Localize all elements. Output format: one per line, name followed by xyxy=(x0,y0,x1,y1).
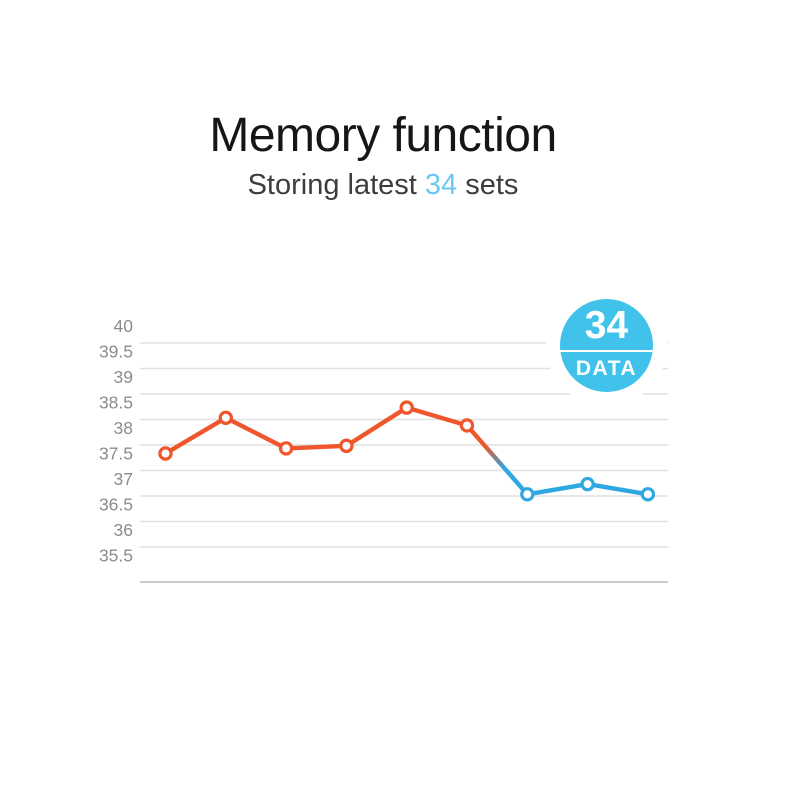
subtitle-prefix: Storing latest xyxy=(247,169,425,201)
data-point-marker xyxy=(459,418,475,433)
subtitle-suffix: sets xyxy=(457,169,519,201)
data-point-marker xyxy=(158,446,173,461)
y-tick-label: 38 xyxy=(114,418,133,438)
data-point-marker xyxy=(580,476,595,492)
data-point-marker xyxy=(399,400,414,415)
data-count-badge: 34 DATA xyxy=(546,285,667,406)
badge-label: DATA xyxy=(575,357,638,380)
line-segment xyxy=(464,423,530,497)
line-segment xyxy=(344,405,409,449)
badge-count: 34 xyxy=(584,304,629,347)
y-tick-label: 37.5 xyxy=(99,444,133,464)
y-tick-label: 36.5 xyxy=(99,495,133,515)
data-point-marker xyxy=(339,438,354,454)
data-point-marker xyxy=(520,487,535,502)
data-point-marker xyxy=(640,487,656,502)
y-tick-label: 39 xyxy=(114,367,133,387)
badge-divider xyxy=(560,350,653,352)
line-segment xyxy=(223,415,289,451)
y-tick-label: 38.5 xyxy=(99,393,133,413)
header: Memory function Storing latest 34 sets xyxy=(0,108,766,202)
line-segment xyxy=(585,481,651,497)
y-tick-label: 35.5 xyxy=(99,546,133,566)
y-tick-label: 39.5 xyxy=(99,342,133,362)
y-tick-label: 36 xyxy=(114,520,133,540)
data-point-marker xyxy=(218,410,233,425)
page-title: Memory function xyxy=(209,109,557,162)
line-segment xyxy=(283,443,349,451)
subtitle-highlight: 34 xyxy=(424,169,458,201)
line-segment xyxy=(404,405,470,428)
data-point-marker xyxy=(278,441,294,456)
y-tick-label: 40 xyxy=(114,316,134,336)
line-segment xyxy=(163,415,229,456)
y-tick-label: 37 xyxy=(114,469,133,489)
line-segment xyxy=(525,481,590,497)
page-subtitle: Storing latest 34 sets xyxy=(0,168,766,202)
